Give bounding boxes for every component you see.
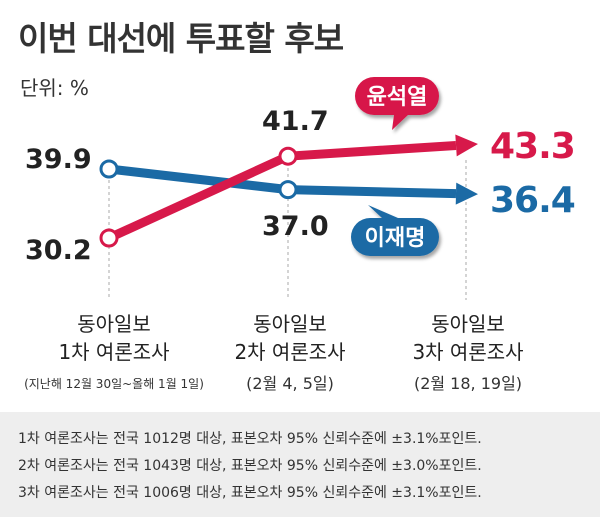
category-2-source: 동아일보 xyxy=(253,312,327,336)
value-label-yoon-2: 41.7 xyxy=(262,106,329,137)
legend-badge-yoon: 윤석열 xyxy=(355,77,439,130)
category-3-source: 동아일보 xyxy=(431,312,505,336)
legend-label-lee: 이재명 xyxy=(365,226,426,251)
category-1-source: 동아일보 xyxy=(77,312,151,336)
data-point-yoon-2 xyxy=(278,146,298,166)
data-point-lee-1 xyxy=(99,159,119,179)
footnote-2: 2차 여론조사는 전국 1043명 대상, 표본오차 95% 신뢰수준에 ±3.… xyxy=(18,458,482,474)
data-point-yoon-1 xyxy=(99,228,119,248)
value-label-lee-2: 37.0 xyxy=(262,211,329,242)
category-1-date: (지난해 12월 30일~올해 1월 1일) xyxy=(24,377,204,391)
value-label-yoon-1: 30.2 xyxy=(25,235,92,266)
data-point-lee-2 xyxy=(278,180,298,200)
chart-title: 이번 대선에 투표할 후보 xyxy=(18,19,344,58)
unit-label: 단위: % xyxy=(20,76,89,100)
series-arrow-yoon xyxy=(455,134,478,157)
footnote-3: 3차 여론조사는 전국 1006명 대상, 표본오차 95% 신뢰수준에 ±3.… xyxy=(18,485,482,501)
line-chart: 39.9 30.2 41.7 37.0 43.3 36.4 윤석열 이재명 동아… xyxy=(24,77,576,393)
value-label-yoon-3: 43.3 xyxy=(490,126,575,167)
category-3-date: (2월 18, 19일) xyxy=(414,374,522,393)
series-arrow-lee xyxy=(455,182,478,205)
category-2-date: (2월 4, 5일) xyxy=(246,374,334,393)
footnote-1: 1차 여론조사는 전국 1012명 대상, 표본오차 95% 신뢰수준에 ±3.… xyxy=(18,431,482,447)
category-2-label: 2차 여론조사 xyxy=(234,340,345,364)
category-1-label: 1차 여론조사 xyxy=(58,340,169,364)
legend-badge-lee: 이재명 xyxy=(351,205,439,256)
footnotes-box: 1차 여론조사는 전국 1012명 대상, 표본오차 95% 신뢰수준에 ±3.… xyxy=(0,412,600,517)
legend-label-yoon: 윤석열 xyxy=(367,85,428,110)
x-axis: 동아일보 1차 여론조사 (지난해 12월 30일~올해 1월 1일) 동아일보… xyxy=(24,312,523,393)
value-label-lee-1: 39.9 xyxy=(25,144,92,175)
category-3-label: 3차 여론조사 xyxy=(412,340,523,364)
value-label-lee-3: 36.4 xyxy=(490,180,575,221)
